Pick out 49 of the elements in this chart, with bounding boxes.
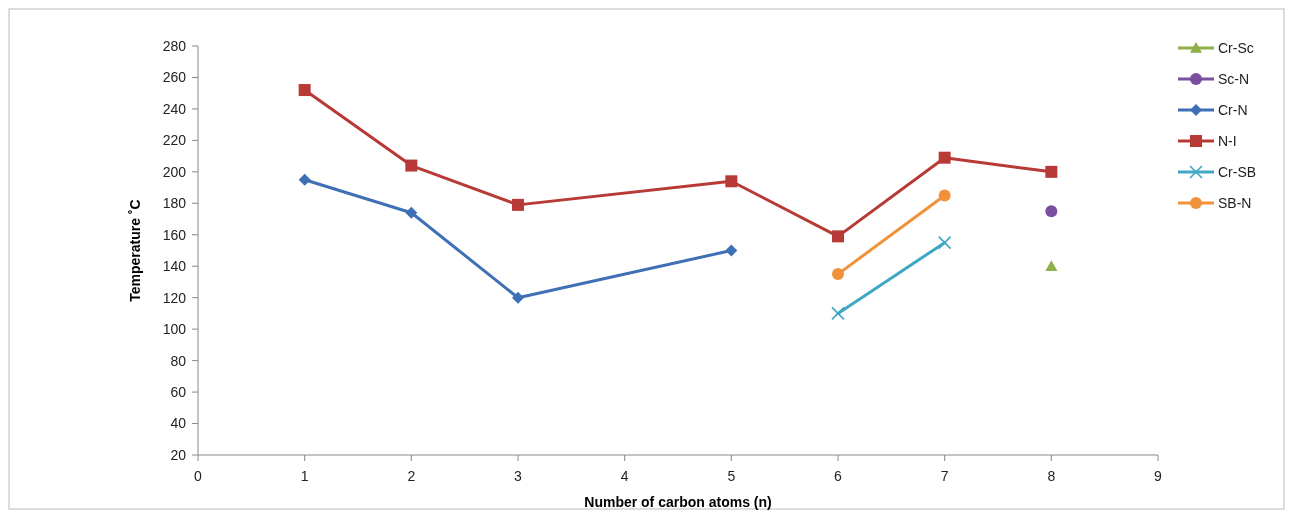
y-tick-label: 220 [162, 132, 187, 149]
x-tick-label: 1 [300, 468, 309, 484]
x-tick-label: 3 [514, 468, 523, 484]
point [725, 175, 738, 188]
y-tick-label: 60 [170, 383, 187, 400]
y-tick-label: 260 [162, 69, 187, 86]
y-axis-title: Temperature ˚C [127, 199, 143, 302]
y-tick-label: 160 [162, 226, 187, 243]
y-tick-label: 240 [162, 100, 187, 117]
x-tick-label: 9 [1154, 468, 1163, 484]
y-tick-label: 280 [162, 37, 187, 54]
point [937, 235, 952, 250]
legend-label: Cr-SB [1218, 163, 1257, 180]
point [298, 173, 311, 186]
point [405, 159, 418, 172]
point [832, 230, 844, 243]
point [1045, 165, 1058, 178]
point [938, 189, 951, 202]
point [512, 198, 524, 211]
y-tick-label: 100 [162, 321, 187, 338]
x-tick-label: 7 [940, 468, 949, 484]
x-tick-label: 0 [194, 468, 203, 484]
y-tick-label: 20 [170, 446, 187, 463]
legend-label: Sc-N [1218, 70, 1250, 87]
point [1045, 260, 1058, 272]
point [832, 268, 844, 281]
y-tick-label: 80 [170, 352, 187, 369]
y-tick-label: 140 [162, 258, 187, 275]
point [1045, 205, 1058, 218]
point [831, 306, 845, 321]
legend-label: Cr-N [1218, 101, 1248, 118]
x-tick-label: 5 [727, 468, 736, 484]
legend-label: N-I [1218, 132, 1237, 149]
y-tick-label: 40 [170, 415, 187, 432]
point [298, 84, 311, 97]
point [725, 244, 738, 257]
y-tick-label: 180 [162, 195, 187, 212]
y-tick-label: 200 [162, 163, 187, 180]
legend-label: SB-N [1218, 194, 1252, 211]
legend-label: Cr-Sc [1218, 39, 1254, 56]
x-tick-label: 6 [834, 468, 843, 484]
point [938, 151, 951, 164]
point [405, 206, 418, 219]
x-tick-label: 4 [620, 468, 629, 484]
x-tick-label: 2 [407, 468, 416, 484]
x-tick-label: 8 [1047, 468, 1056, 484]
y-tick-label: 120 [162, 289, 187, 306]
x-axis-title: Number of carbon atoms (n) [584, 494, 772, 510]
point [512, 291, 524, 304]
